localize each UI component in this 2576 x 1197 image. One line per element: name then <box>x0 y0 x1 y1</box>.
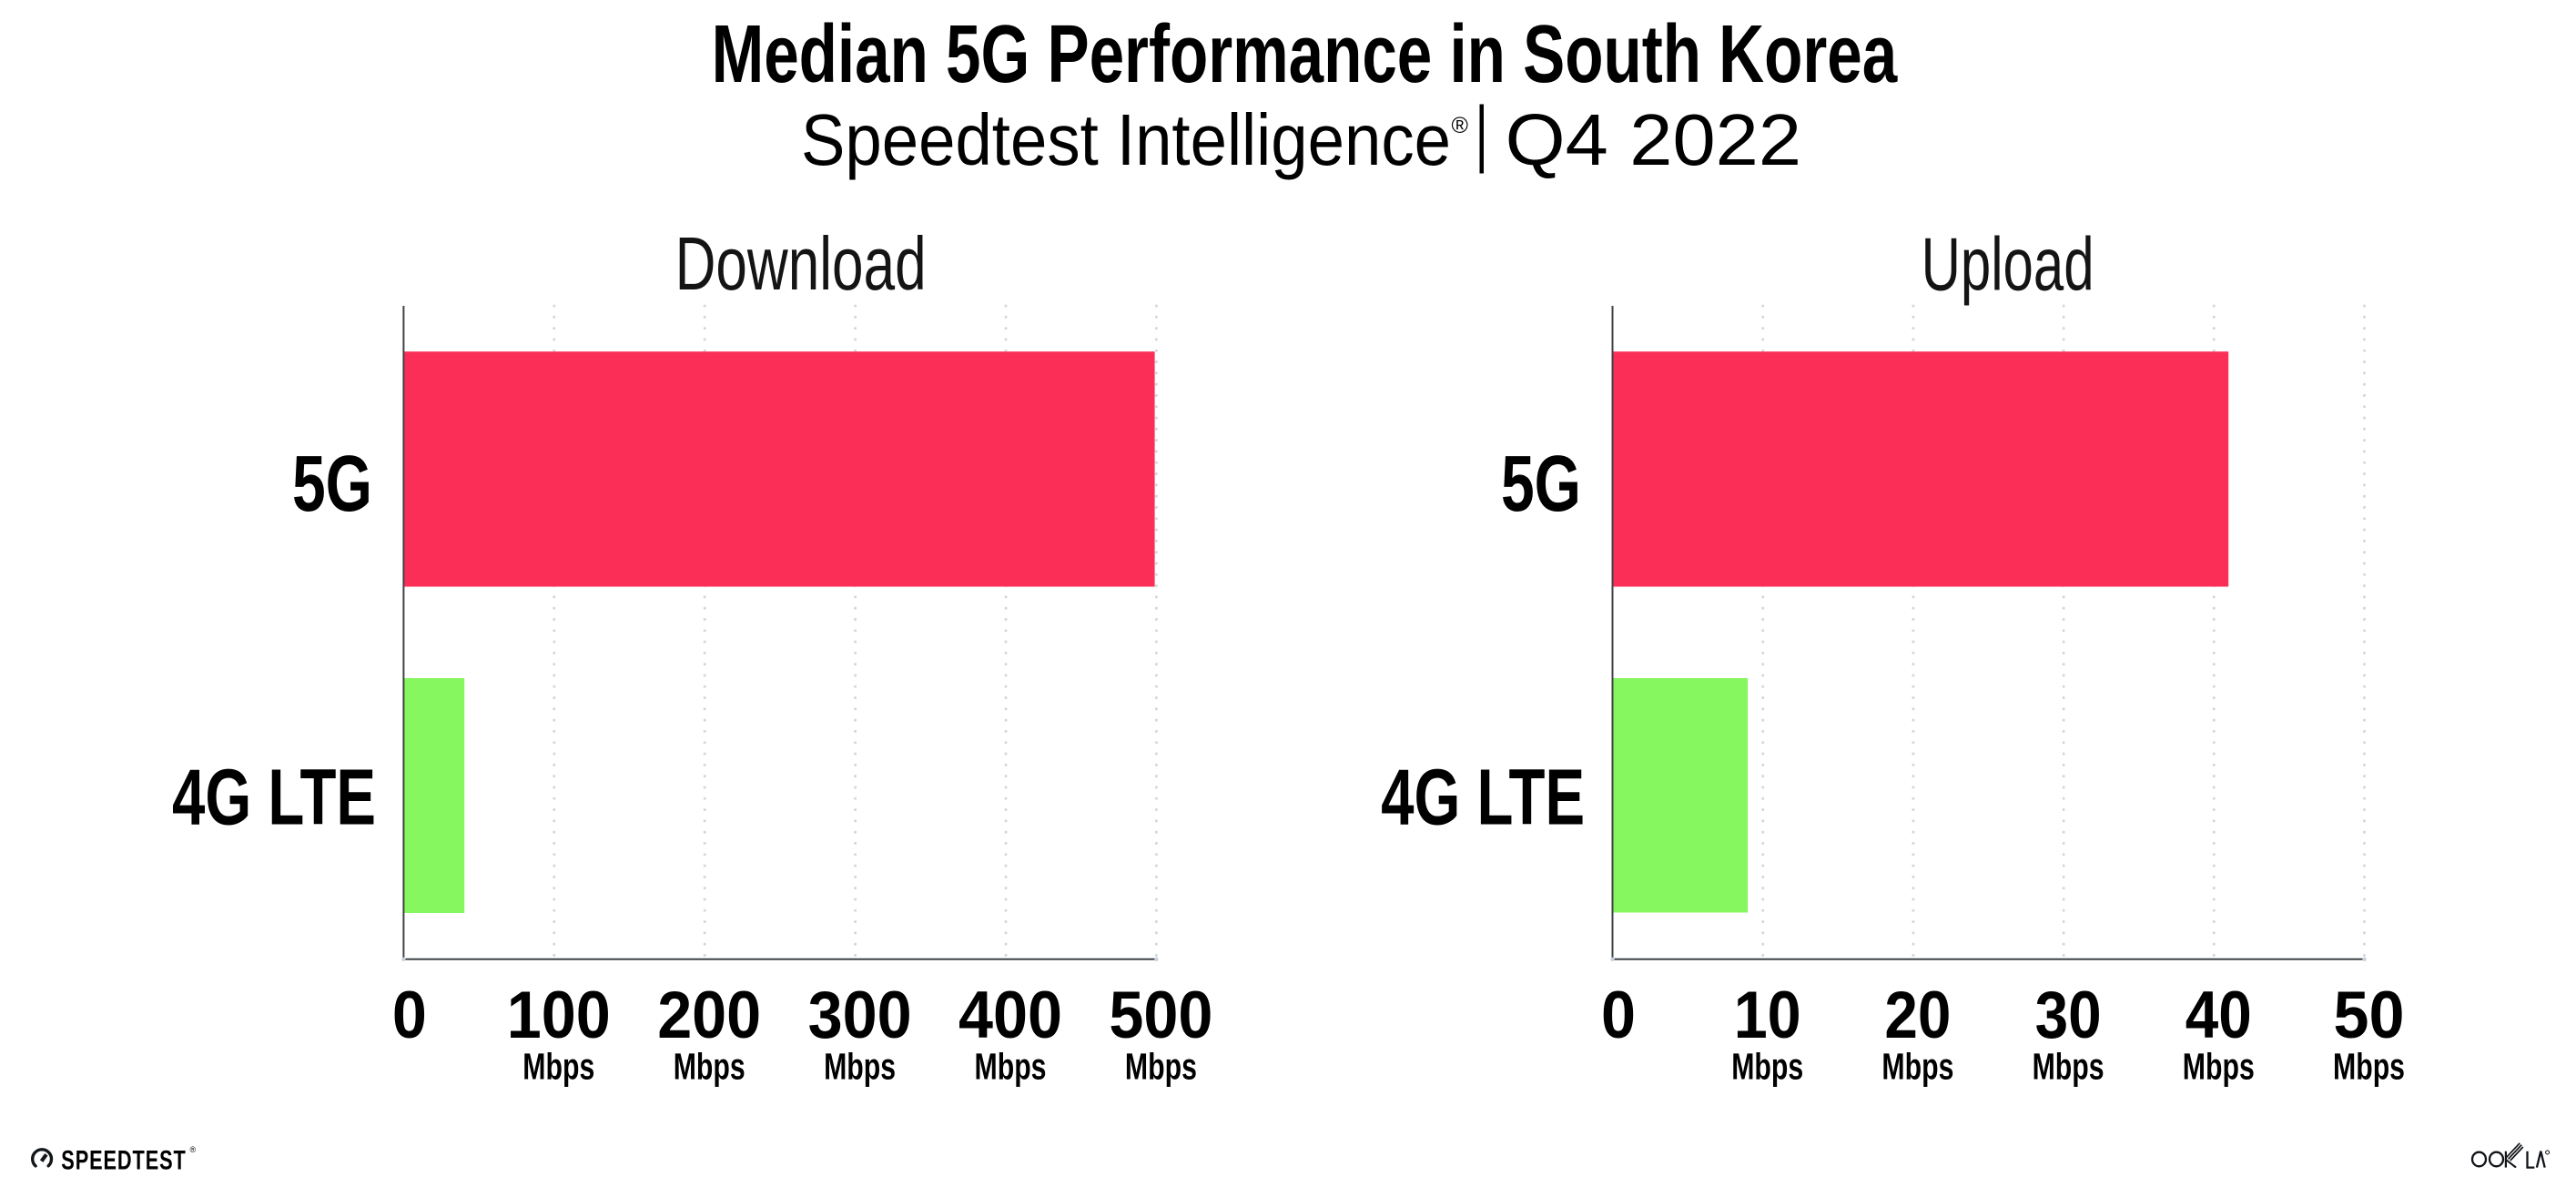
svg-text:Mbps: Mbps <box>1731 1046 1803 1088</box>
svg-text:300: 300 <box>808 979 912 1052</box>
svg-text:Median 5G Performance in South: Median 5G Performance in South Korea <box>712 9 1898 100</box>
svg-text:500: 500 <box>1109 979 1212 1052</box>
svg-text:Upload: Upload <box>1922 222 2094 307</box>
svg-text:20: 20 <box>1884 979 1951 1052</box>
svg-text:0: 0 <box>1601 979 1636 1052</box>
svg-text:Mbps: Mbps <box>975 1046 1047 1088</box>
svg-text:Mbps: Mbps <box>824 1046 896 1088</box>
svg-text:Mbps: Mbps <box>674 1046 745 1088</box>
svg-text:Q4 2022: Q4 2022 <box>1506 99 1801 180</box>
svg-text:4G LTE: 4G LTE <box>172 754 376 842</box>
svg-text:0: 0 <box>392 979 427 1052</box>
svg-text:30: 30 <box>2035 979 2102 1052</box>
svg-text:100: 100 <box>507 979 611 1052</box>
svg-text:Speedtest Intelligence: Speedtest Intelligence <box>801 99 1451 180</box>
svg-text:5G: 5G <box>1501 440 1581 528</box>
svg-text:Mbps: Mbps <box>1125 1046 1197 1088</box>
svg-text:Mbps: Mbps <box>522 1046 594 1088</box>
svg-text:400: 400 <box>958 979 1062 1052</box>
svg-text:5G: 5G <box>292 440 372 528</box>
svg-text:10: 10 <box>1734 979 1801 1052</box>
svg-text:Download: Download <box>675 221 927 306</box>
svg-text:40: 40 <box>2186 979 2252 1052</box>
svg-text:50: 50 <box>2334 979 2405 1052</box>
svg-text:Mbps: Mbps <box>1881 1046 1953 1088</box>
svg-text:SPEEDTEST: SPEEDTEST <box>61 1146 186 1176</box>
svg-text:Mbps: Mbps <box>2033 1046 2104 1088</box>
svg-text:®: ® <box>1452 113 1469 138</box>
svg-text:Mbps: Mbps <box>2333 1046 2405 1088</box>
svg-text:Mbps: Mbps <box>2183 1046 2255 1088</box>
svg-text:4G LTE: 4G LTE <box>1381 754 1585 842</box>
svg-text:200: 200 <box>657 979 761 1052</box>
svg-text:®: ® <box>190 1145 197 1154</box>
